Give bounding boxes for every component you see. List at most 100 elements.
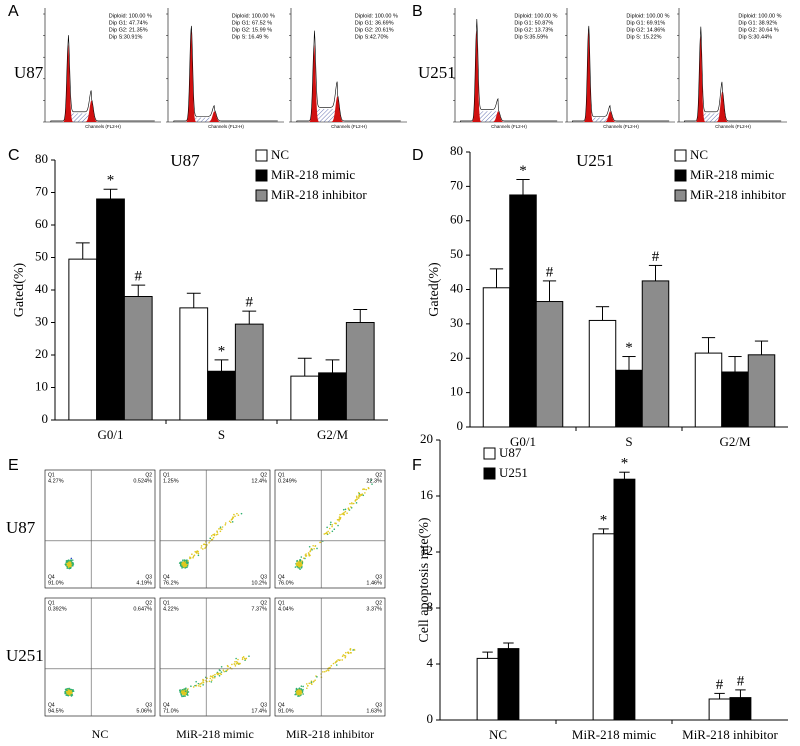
- event-dot: [329, 523, 332, 526]
- event-dot: [297, 692, 300, 695]
- event-dot: [239, 662, 241, 665]
- quadrant-percent: 0.647%: [133, 606, 152, 612]
- event-dot: [186, 562, 189, 565]
- event-dot: [314, 544, 317, 547]
- quadrant-percent: 91.0%: [48, 580, 64, 586]
- event-dot: [67, 694, 70, 697]
- event-dot: [202, 678, 204, 681]
- y-tick-label: 40: [450, 280, 463, 295]
- y-tick-label: 80: [450, 143, 463, 158]
- event-dot: [296, 560, 298, 563]
- quadrant-percent: 4.19%: [136, 580, 152, 586]
- event-dot: [306, 685, 309, 687]
- event-dot: [180, 565, 183, 567]
- event-dot: [362, 488, 365, 490]
- event-dot: [221, 528, 223, 531]
- event-dot: [219, 530, 222, 533]
- histogram-stat: Dip S:35.59%: [514, 34, 548, 40]
- event-dot: [69, 563, 71, 566]
- bar: [68, 258, 98, 421]
- event-dot: [234, 665, 237, 667]
- quadrant-name: Q3: [260, 574, 267, 580]
- event-dot: [358, 492, 361, 495]
- event-dot: [305, 555, 307, 557]
- bar: [615, 369, 643, 428]
- histogram-x-label: Channels (FL2-H): [715, 124, 751, 129]
- y-tick-label: 0: [427, 711, 434, 726]
- event-dot: [186, 691, 189, 694]
- event-dot: [182, 559, 184, 561]
- event-dot: [183, 565, 186, 567]
- event-dot: [234, 660, 236, 663]
- legend-label: MiR-218 mimic: [690, 167, 774, 182]
- event-dot: [365, 488, 368, 491]
- event-dot: [230, 518, 233, 521]
- x-tick-label: G2/M: [317, 427, 349, 442]
- event-dot: [299, 691, 302, 694]
- bar: [123, 296, 153, 421]
- event-dot: [342, 654, 345, 656]
- x-tick-label: MiR-218 mimic: [572, 727, 656, 742]
- event-dot: [192, 686, 195, 688]
- g1-peak: [56, 44, 109, 122]
- x-tick-label: G0/1: [98, 427, 124, 442]
- y-tick-label: 70: [35, 183, 48, 198]
- bar: [694, 352, 723, 428]
- event-dot: [370, 479, 372, 481]
- quadrant-name: Q3: [145, 574, 152, 580]
- y-axis-label: Gated(%): [427, 262, 442, 317]
- event-dot: [184, 695, 186, 697]
- quadrant-name: Q3: [375, 574, 382, 580]
- legend-label: U251: [499, 465, 528, 480]
- event-dot: [199, 685, 202, 688]
- event-dot: [201, 548, 204, 550]
- event-dot: [66, 560, 68, 563]
- event-dot: [339, 513, 341, 516]
- event-dot: [363, 488, 366, 490]
- quadrant-name: Q1: [278, 472, 285, 478]
- histogram-stat: Dip G2: 30.64 %: [738, 27, 778, 33]
- event-dot: [339, 659, 341, 661]
- event-dot: [231, 663, 233, 666]
- event-dot: [71, 564, 74, 566]
- quadrant-name: Q3: [145, 702, 152, 708]
- bar: [482, 287, 511, 428]
- event-dot: [306, 687, 308, 690]
- quadrant-percent: 0.392%: [48, 606, 67, 612]
- event-dot: [316, 547, 318, 550]
- event-dot: [219, 527, 222, 530]
- quadrant-percent: 0.249%: [278, 478, 297, 484]
- event-dot: [65, 690, 68, 693]
- event-dot: [71, 559, 74, 561]
- event-dot: [305, 683, 308, 685]
- event-dot: [182, 688, 184, 691]
- bar: [207, 370, 236, 421]
- quadrant-name: Q4: [48, 574, 55, 580]
- y-tick-label: 60: [450, 212, 463, 227]
- event-dot: [302, 688, 304, 691]
- bar: [721, 371, 749, 428]
- event-dot: [327, 530, 329, 533]
- event-dot: [65, 688, 68, 690]
- event-dot: [195, 552, 198, 554]
- fit-outline: [572, 25, 670, 122]
- event-dot: [218, 528, 220, 530]
- event-dot: [229, 521, 232, 524]
- event-dot: [64, 563, 67, 566]
- event-dot: [224, 523, 227, 526]
- event-dot: [214, 675, 216, 678]
- y-tick-label: 16: [420, 487, 434, 502]
- legend-swatch: [255, 149, 268, 162]
- event-dot: [341, 655, 344, 658]
- y-tick-label: 10: [35, 378, 48, 393]
- event-dot: [330, 664, 333, 667]
- y-tick-label: 20: [35, 346, 48, 361]
- panel-label: A: [8, 3, 19, 20]
- event-dot: [361, 493, 364, 495]
- event-dot: [309, 550, 311, 553]
- significance-marker: *: [600, 512, 608, 528]
- event-dot: [308, 545, 311, 548]
- legend-label: MiR-218 mimic: [271, 167, 355, 182]
- event-dot: [331, 525, 333, 528]
- event-dot: [312, 681, 315, 683]
